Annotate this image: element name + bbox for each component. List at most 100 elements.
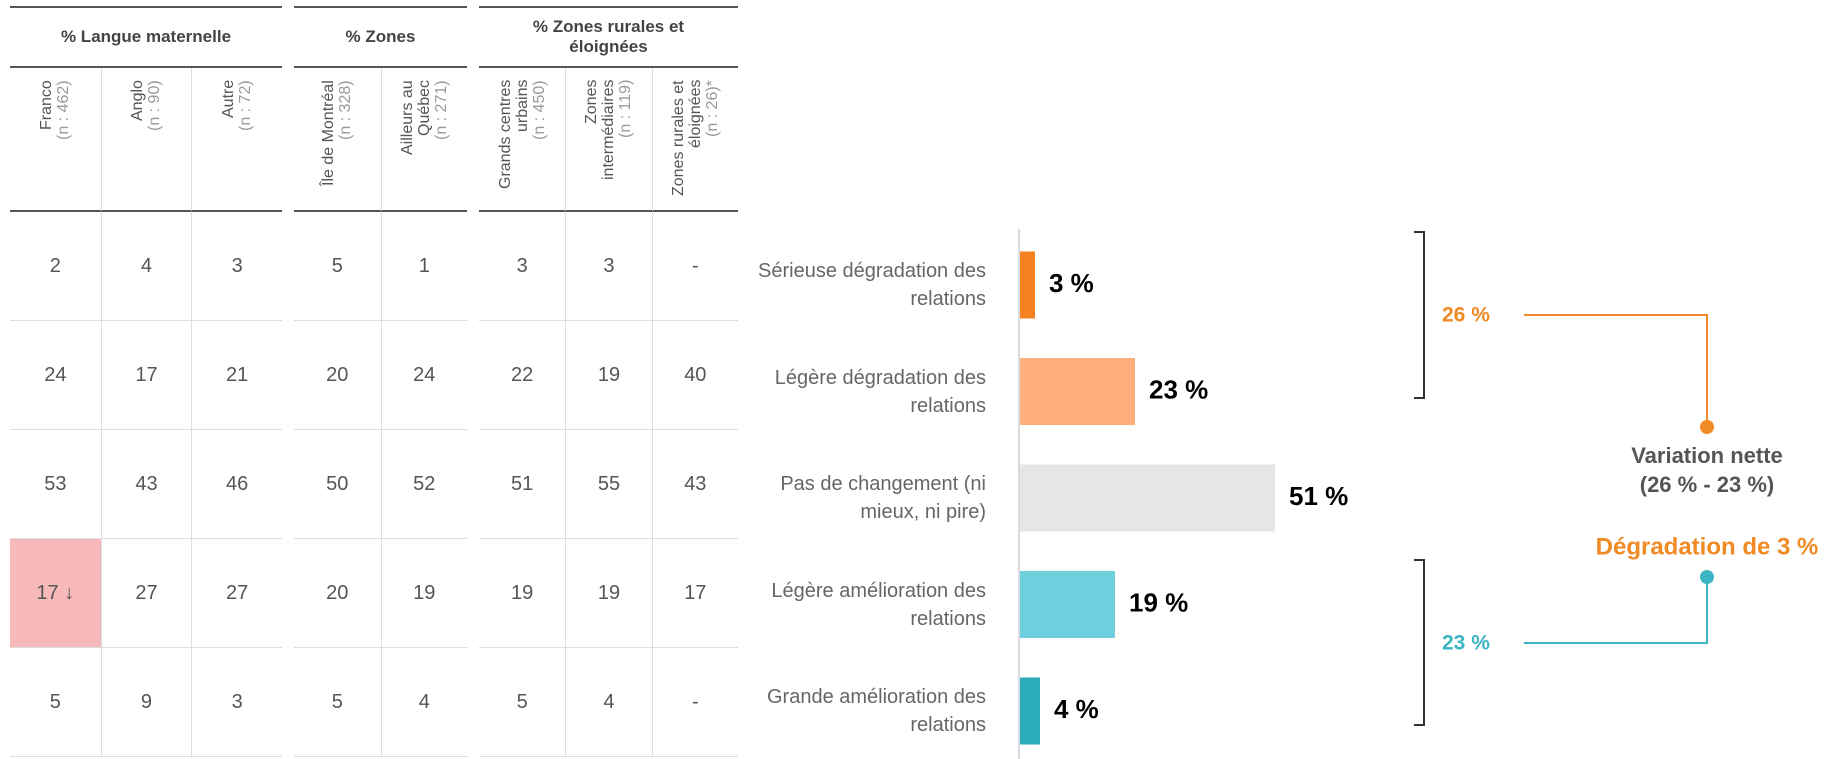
table-cell: 9	[100, 648, 192, 757]
table-cell: 3	[191, 648, 282, 757]
category-label: Pas de changement (ni mieux, ni pire)	[780, 473, 986, 523]
table-cell: 17 ↓	[10, 539, 101, 648]
category-label: Légère amélioration des relations	[771, 579, 986, 630]
table-cell: 50	[294, 430, 381, 539]
net-formula: (26 % - 23 %)	[1640, 472, 1775, 497]
table-cell: 5	[294, 648, 381, 757]
table-cell: 20	[294, 321, 381, 430]
column-header: Zones intermédiaires (n : 119)	[565, 68, 652, 212]
column-n: (n : 450)	[530, 80, 548, 140]
column-label: Franco	[38, 80, 56, 130]
bar	[1020, 571, 1115, 638]
connector	[1524, 314, 1708, 427]
connector-dot	[1700, 570, 1714, 584]
column-header: Anglo (n : 90)	[100, 68, 192, 212]
category-label: Légère dégradation des relations	[774, 366, 986, 417]
connector-dot	[1700, 420, 1714, 434]
column-header-text: Franco (n : 462)	[38, 80, 72, 198]
table-cell: 24	[380, 321, 467, 430]
column-n: (n : 119)	[617, 80, 635, 139]
column-n: (n : 462)	[55, 80, 73, 140]
table-cell: 52	[380, 430, 467, 539]
column-header: Ailleurs au Québec (n : 271)	[380, 68, 467, 212]
value-label: 3 %	[1049, 268, 1094, 298]
value-label: 4 %	[1054, 694, 1099, 724]
table-cell: 53	[10, 430, 101, 539]
table-cell: 17	[651, 539, 738, 648]
value-label: 19 %	[1129, 587, 1188, 617]
table-cell: 5	[10, 648, 101, 757]
column-header: Franco (n : 462)	[10, 68, 101, 212]
column-header-text: Ailleurs au Québec (n : 271)	[399, 80, 450, 198]
column-label: Autre	[220, 80, 238, 119]
table-cell: 19	[479, 539, 566, 648]
table-cell: 51	[479, 430, 566, 539]
table-cell: -	[651, 648, 738, 757]
table-cell: 20	[294, 539, 381, 648]
column-header-text: Île de Montréal (n : 328)	[320, 80, 354, 198]
table-cell: -	[651, 212, 738, 321]
group-title: % Zones rurales et éloignées	[479, 6, 738, 68]
table-cell: 5	[294, 212, 381, 321]
table-cell: 5	[479, 648, 566, 757]
table-cell: 3	[565, 212, 652, 321]
table-cell: 4	[380, 648, 467, 757]
column-header-text: Zones rurales et éloignées (n : 26)*	[670, 80, 721, 198]
table-cell: 43	[651, 430, 738, 539]
table-cell: 3	[479, 212, 566, 321]
table-cell: 46	[191, 430, 282, 539]
column-header: Île de Montréal (n : 328)	[294, 68, 381, 212]
bracket	[1414, 559, 1425, 726]
sum-label: 23 %	[1442, 632, 1490, 655]
table-cell: 4	[100, 212, 192, 321]
column-n: (n : 26)*	[703, 80, 721, 137]
table-cell: 55	[565, 430, 652, 539]
connector	[1524, 577, 1708, 644]
column-label: Ailleurs au Québec	[398, 80, 433, 155]
table-cell: 27	[100, 539, 192, 648]
sum-label: 26 %	[1442, 304, 1490, 327]
bar	[1020, 251, 1035, 319]
table-cell: 27	[191, 539, 282, 648]
table-cell: 2	[10, 212, 101, 321]
bar	[1020, 464, 1275, 532]
column-label: Zones rurales et éloignées	[669, 80, 704, 196]
table-cell: 1	[380, 212, 467, 321]
value-label: 23 %	[1149, 374, 1208, 404]
column-n: (n : 72)	[237, 80, 255, 131]
group-title: % Zones	[294, 6, 467, 68]
bar	[1020, 358, 1135, 425]
table-cell: 19	[565, 321, 652, 430]
table-cell: 4	[565, 648, 652, 757]
column-label: Île de Montréal	[320, 80, 338, 186]
column-label: Zones intermédiaires	[583, 80, 618, 181]
table-cell: 19	[380, 539, 467, 648]
column-n: (n : 271)	[432, 80, 450, 140]
bracket	[1414, 231, 1425, 399]
group-title: % Langue maternelle	[10, 6, 282, 68]
column-header-text: Anglo (n : 90)	[129, 80, 163, 198]
bar	[1020, 677, 1040, 745]
column-header: Grands centres urbains (n : 450)	[479, 68, 566, 212]
column-header-text: Zones intermédiaires (n : 119)	[583, 80, 634, 198]
net-result: Dégradation de 3 %	[1596, 533, 1819, 560]
category-label: Sérieuse dégradation des relations	[758, 260, 986, 310]
column-n: (n : 328)	[337, 80, 355, 140]
table-cell: 17	[100, 321, 192, 430]
column-header-text: Grands centres urbains (n : 450)	[497, 80, 548, 198]
column-label: Grands centres urbains	[496, 80, 531, 190]
table-cell: 43	[100, 430, 192, 539]
column-label: Anglo	[129, 80, 147, 121]
table-cell: 24	[10, 321, 101, 430]
table-cell: 40	[651, 321, 738, 430]
column-header-text: Autre (n : 72)	[220, 80, 254, 198]
table-cell: 3	[191, 212, 282, 321]
table-cell: 22	[479, 321, 566, 430]
column-n: (n : 90)	[146, 80, 164, 131]
value-label: 51 %	[1289, 481, 1348, 511]
table-cell: 19	[565, 539, 652, 648]
category-label: Grande amélioration des relations	[766, 686, 986, 736]
column-header: Zones rurales et éloignées (n : 26)*	[651, 68, 738, 212]
table-cell: 21	[191, 321, 282, 430]
